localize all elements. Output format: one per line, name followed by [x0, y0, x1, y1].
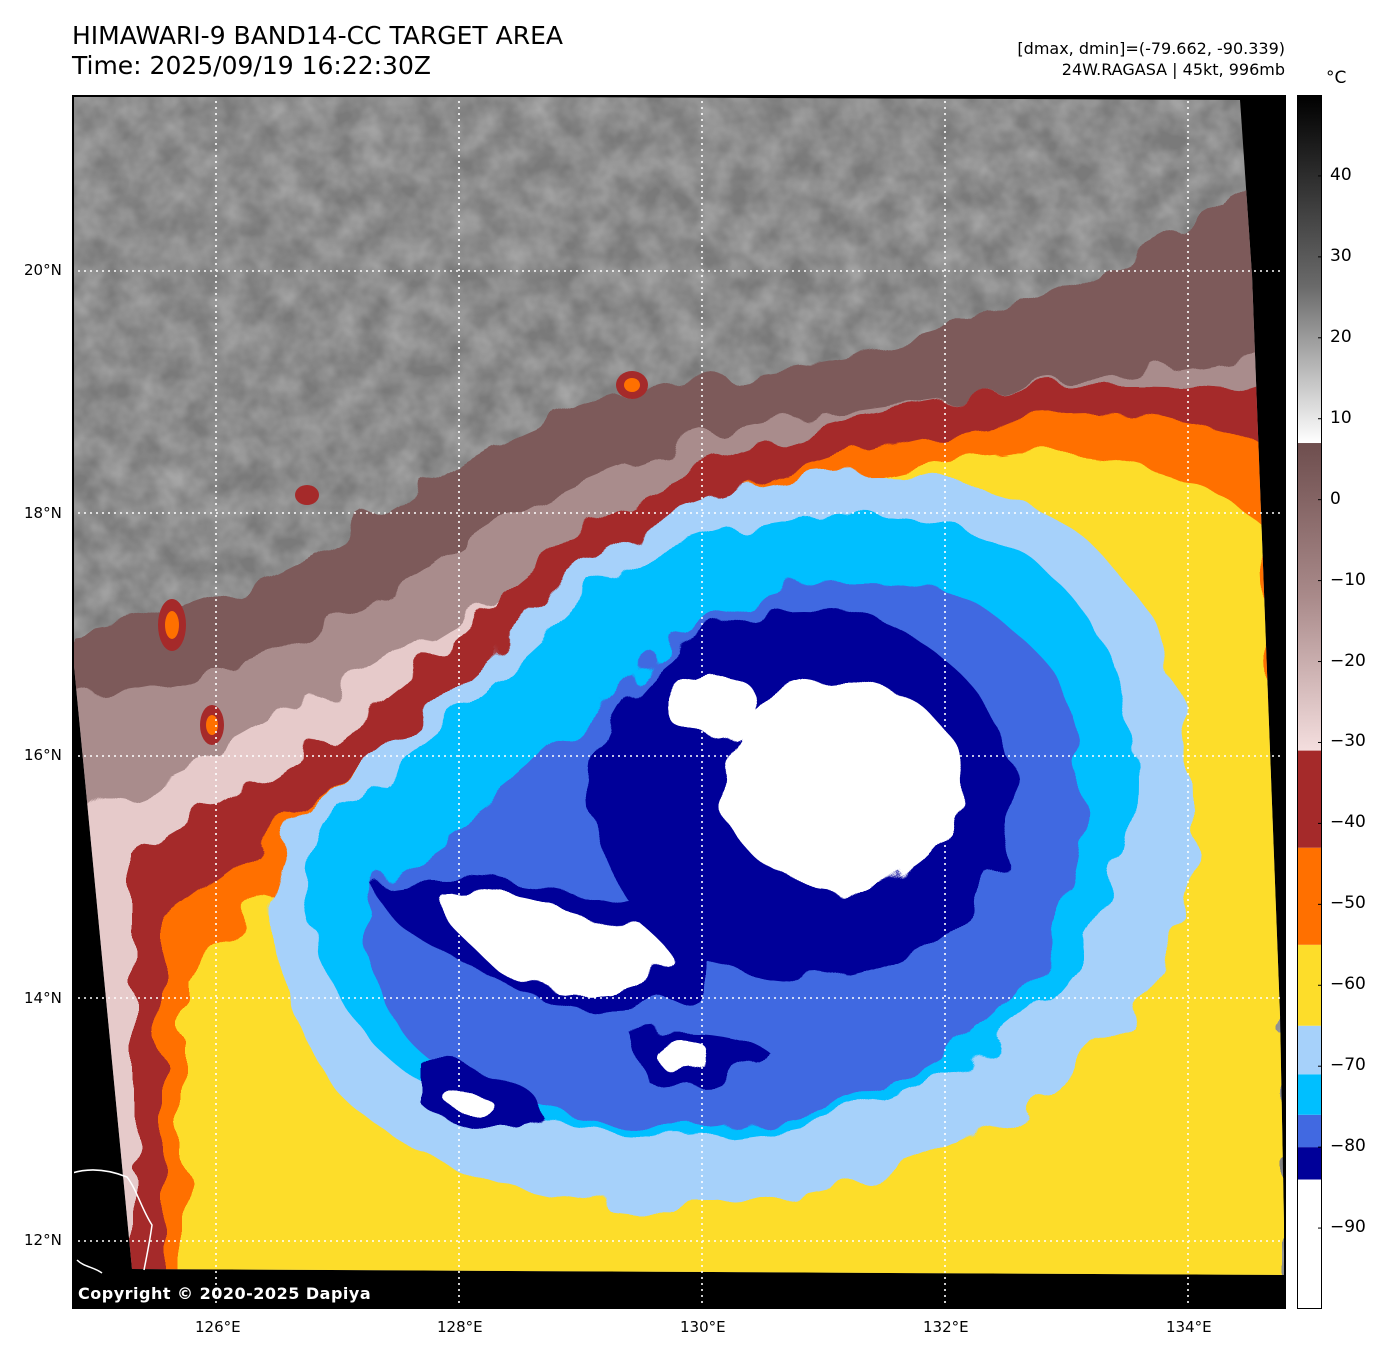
lat-label: 20°N — [24, 261, 62, 279]
colorbar-band-9 — [1297, 95, 1322, 444]
colorbar-tick-label: 0 — [1330, 488, 1341, 509]
colorbar-band-5 — [1297, 944, 1322, 1026]
colorbar-band-2 — [1297, 1114, 1322, 1148]
colorbar-band-4 — [1297, 1025, 1322, 1075]
lon-label: 130°E — [680, 1318, 726, 1336]
colorbar-tick-label: 20 — [1330, 326, 1352, 347]
lon-label: 128°E — [437, 1318, 483, 1336]
colorbar-tick-label: −10 — [1330, 569, 1366, 590]
chart-time: Time: 2025/09/19 16:22:30Z — [72, 51, 431, 80]
colorbar — [1297, 95, 1322, 1309]
colorbar-band-8 — [1297, 443, 1322, 751]
colorbar-band-0 — [1297, 1179, 1322, 1309]
lon-label: 132°E — [923, 1318, 969, 1336]
satellite-map — [72, 95, 1286, 1309]
colorbar-tick-label: −70 — [1330, 1055, 1366, 1076]
colorbar-band-7 — [1297, 750, 1322, 848]
colorbar-tick-label: −20 — [1330, 650, 1366, 671]
colorbar-band-3 — [1297, 1074, 1322, 1115]
colorbar-band-1 — [1297, 1147, 1322, 1180]
chart-title: HIMAWARI-9 BAND14-CC TARGET AREA — [72, 21, 564, 50]
coastline — [72, 1169, 153, 1274]
colorbar-tick-label: −80 — [1330, 1136, 1366, 1157]
colorbar-tick-label: 10 — [1330, 407, 1352, 428]
colorbar-tick-label: −40 — [1330, 812, 1366, 833]
lat-label: 14°N — [24, 989, 62, 1007]
colorbar-band-6 — [1297, 847, 1322, 945]
lon-label: 126°E — [195, 1318, 241, 1336]
colorbar-tick-label: 40 — [1330, 164, 1352, 185]
storm-info-text: 24W.RAGASA | 45kt, 996mb — [1061, 60, 1285, 79]
lat-label: 16°N — [24, 746, 62, 764]
data-range-text: [dmax, dmin]=(-79.662, -90.339) — [1017, 39, 1285, 58]
lat-label: 12°N — [24, 1231, 62, 1249]
gridlines — [72, 95, 1286, 1309]
colorbar-tick-label: −30 — [1330, 731, 1366, 752]
colorbar-unit: °C — [1326, 68, 1347, 88]
colorbar-tick-label: 30 — [1330, 245, 1352, 266]
copyright-text: Copyright © 2020-2025 Dapiya — [78, 1284, 372, 1303]
lon-label: 134°E — [1166, 1318, 1212, 1336]
colorbar-tick-label: −90 — [1330, 1217, 1366, 1238]
lat-label: 18°N — [24, 504, 62, 522]
colorbar-tick-label: −50 — [1330, 893, 1366, 914]
colorbar-tick-label: −60 — [1330, 974, 1366, 995]
